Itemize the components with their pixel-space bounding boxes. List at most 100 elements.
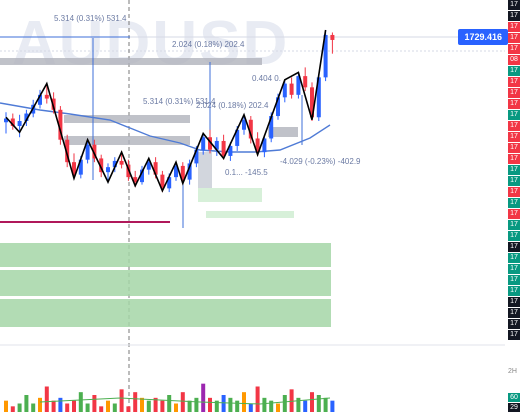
supply-zone-mid[interactable] <box>64 115 190 123</box>
demand-zone-2[interactable] <box>0 270 331 296</box>
candle-body[interactable] <box>276 97 280 117</box>
price-axis-label: 17 <box>508 121 520 131</box>
demand-zone-small[interactable] <box>206 211 294 218</box>
supply-zone-top[interactable] <box>0 58 262 65</box>
volume-bar <box>303 400 308 412</box>
candle-body[interactable] <box>78 159 83 175</box>
candle-body[interactable] <box>4 118 8 123</box>
volume-bar <box>51 400 56 412</box>
volume-bar <box>221 395 226 412</box>
candle-body[interactable] <box>296 76 301 95</box>
price-axis-label: 17 <box>508 187 520 197</box>
price-axis-label: 17 <box>508 286 520 296</box>
candle-body[interactable] <box>194 149 199 164</box>
candle-body[interactable] <box>242 119 246 130</box>
candle-body[interactable] <box>214 140 219 150</box>
volume-bar <box>38 397 42 412</box>
candle-body[interactable] <box>65 139 70 163</box>
price-axis-label: 17 <box>508 264 520 274</box>
candle-body[interactable] <box>92 144 97 159</box>
last-price-tag[interactable]: 1729.416 <box>458 29 508 45</box>
price-axis-label: 17 <box>508 242 520 252</box>
volume-bar <box>126 406 131 412</box>
candle-body[interactable] <box>51 98 56 110</box>
candle-body[interactable] <box>180 165 185 180</box>
volume-axis-label: 29 <box>508 403 520 412</box>
candle-body[interactable] <box>269 116 274 139</box>
neutral-zone[interactable] <box>198 152 212 188</box>
measure-label-bottom-small: 0.1... -145.5 <box>225 168 268 177</box>
measure-label-small-right: 0.404 0. <box>252 74 281 83</box>
candle-body[interactable] <box>85 144 90 160</box>
candle-body[interactable] <box>221 140 226 156</box>
candle-body[interactable] <box>174 165 178 178</box>
volume-bar <box>92 395 97 412</box>
moving-average-line[interactable] <box>0 102 331 153</box>
candle-body[interactable] <box>323 34 328 78</box>
volume-bar <box>4 400 8 412</box>
volume-bar <box>58 397 63 412</box>
zigzag-wave-line[interactable] <box>5 29 327 193</box>
candle-body[interactable] <box>10 118 15 126</box>
volume-bar <box>78 392 83 412</box>
candle-body[interactable] <box>106 167 110 173</box>
candle-body[interactable] <box>72 162 76 175</box>
price-axis-label: 17 <box>508 88 520 98</box>
candle-body[interactable] <box>38 94 42 105</box>
volume-bar <box>167 395 172 412</box>
candle-body[interactable] <box>282 83 287 98</box>
volume-bar <box>112 403 117 412</box>
volume-bar <box>187 400 192 412</box>
candle-body[interactable] <box>133 177 138 183</box>
volume-bar <box>180 392 185 412</box>
candle-body[interactable] <box>330 34 335 40</box>
candle-body[interactable] <box>44 94 49 99</box>
volume-bar <box>194 397 199 412</box>
candle-body[interactable] <box>208 137 212 150</box>
candle-body[interactable] <box>187 163 192 180</box>
price-axis-label: 17 <box>508 33 520 43</box>
candle-body[interactable] <box>201 137 206 150</box>
candle-body[interactable] <box>58 109 63 140</box>
candle-body[interactable] <box>119 160 124 165</box>
candle-body[interactable] <box>99 158 104 173</box>
volume-bar <box>289 389 294 412</box>
candle-body[interactable] <box>303 76 308 88</box>
supply-zone-right[interactable] <box>268 127 298 137</box>
candle-body[interactable] <box>248 119 253 139</box>
price-axis-label: 17 <box>508 198 520 208</box>
demand-zone-3[interactable] <box>0 299 331 327</box>
candle-body[interactable] <box>24 113 29 122</box>
volume-bar <box>174 403 178 412</box>
volume-bar <box>44 386 49 412</box>
price-axis[interactable]: 17 17 17 17 17 08 17 17 17 17 17 17 17 17 17 17 17 17 17 17… <box>508 0 520 345</box>
candle-body[interactable] <box>316 77 321 118</box>
candle-body[interactable] <box>146 162 151 170</box>
candle-body[interactable] <box>160 174 165 189</box>
candle-body[interactable] <box>167 177 172 189</box>
volume-bar <box>248 403 253 412</box>
demand-zone-1[interactable] <box>0 243 331 267</box>
price-axis-label: 17 <box>508 209 520 219</box>
candle-body[interactable] <box>310 87 314 118</box>
symbol-watermark: AUDUSD <box>12 9 290 78</box>
candle-body[interactable] <box>262 138 267 153</box>
candle-body[interactable] <box>228 145 233 156</box>
candle-body[interactable] <box>153 162 158 175</box>
demand-zone-mid[interactable] <box>198 188 262 202</box>
price-axis-label: 17 <box>508 77 520 87</box>
volume-ma-line <box>39 397 331 405</box>
candle-body[interactable] <box>235 129 240 146</box>
candle-body[interactable] <box>289 83 294 95</box>
supply-zone-low[interactable] <box>64 136 190 145</box>
volume-bar <box>31 403 36 412</box>
candle-body[interactable] <box>17 121 22 126</box>
candle-body[interactable] <box>140 169 144 183</box>
volume-bar <box>65 403 70 412</box>
price-axis-label: 17 <box>508 330 520 340</box>
candle-body[interactable] <box>112 160 117 168</box>
candle-body[interactable] <box>255 138 260 153</box>
measure-label-inner: 2.024 (0.18%) 202.4 <box>196 101 269 110</box>
